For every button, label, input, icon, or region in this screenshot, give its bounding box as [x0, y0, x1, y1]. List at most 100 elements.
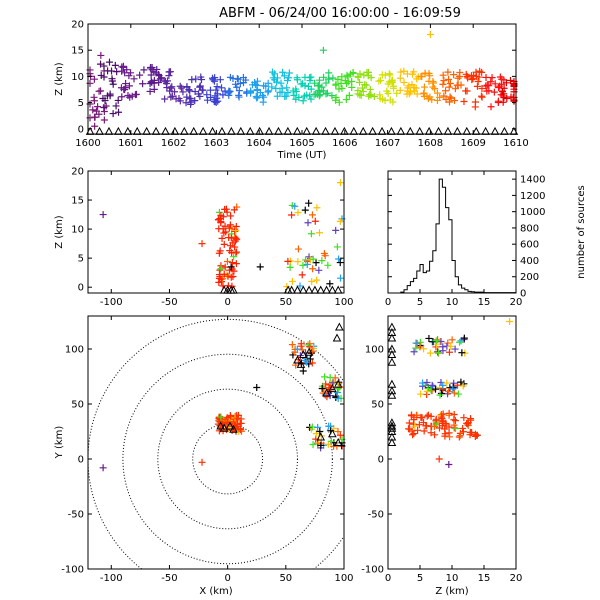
- source-point: [315, 266, 323, 274]
- source-point: [358, 84, 366, 92]
- source-point: [478, 93, 486, 101]
- station-marker: [179, 126, 189, 135]
- source-point: [247, 88, 255, 96]
- source-point: [123, 66, 131, 74]
- source-point: [307, 230, 315, 238]
- source-point: [342, 96, 350, 104]
- source-point: [452, 424, 460, 432]
- source-point: [417, 390, 425, 398]
- source-point: [469, 75, 477, 83]
- source-point: [433, 96, 441, 104]
- source-point: [463, 419, 471, 427]
- source-point: [396, 74, 404, 82]
- y-tick-label: 100: [365, 345, 384, 356]
- source-point: [299, 80, 307, 88]
- source-point: [420, 345, 428, 353]
- source-point: [397, 68, 405, 76]
- source-point: [439, 343, 447, 351]
- source-point: [348, 83, 356, 91]
- source-point: [332, 80, 340, 88]
- source-point: [217, 84, 225, 92]
- source-point: [280, 72, 288, 80]
- source-point: [140, 66, 148, 74]
- source-point: [125, 72, 133, 80]
- source-point: [456, 73, 464, 81]
- source-point: [319, 46, 327, 54]
- station-marker: [335, 322, 344, 331]
- y-tick-label: 20: [71, 20, 84, 31]
- source-point: [423, 412, 431, 420]
- source-point: [427, 429, 435, 437]
- source-point: [454, 74, 462, 82]
- source-point: [464, 419, 472, 427]
- source-point: [439, 381, 447, 389]
- x-tick-label: 0: [385, 573, 391, 584]
- source-point: [219, 91, 227, 99]
- panel-histogram-frame: [387, 170, 517, 294]
- source-point: [329, 74, 337, 82]
- source-point: [445, 83, 453, 91]
- source-point: [150, 85, 158, 93]
- source-point: [404, 425, 412, 433]
- station-marker: [349, 126, 359, 135]
- source-point: [356, 70, 364, 78]
- source-point: [433, 89, 441, 97]
- source-point: [451, 96, 459, 104]
- source-point: [410, 68, 418, 76]
- x-tick-label: 1608: [418, 138, 443, 149]
- source-point: [315, 92, 323, 100]
- source-point: [299, 261, 307, 269]
- station-marker: [387, 390, 397, 399]
- source-point: [93, 107, 101, 115]
- panel-z-y-ticks: 0 5 10 15 20 -100 -50 0 50 100: [361, 316, 522, 584]
- source-point: [450, 421, 458, 429]
- source-point: [167, 68, 175, 76]
- panel-plan-view-ylabel: Y (km): [54, 426, 65, 460]
- source-point: [240, 79, 248, 87]
- source-point: [386, 96, 394, 104]
- x-tick-label: 100: [334, 573, 353, 584]
- source-point: [445, 348, 453, 356]
- source-point: [168, 92, 176, 100]
- source-point: [477, 92, 485, 100]
- source-point: [415, 421, 423, 429]
- source-point: [254, 93, 262, 101]
- source-point: [393, 89, 401, 97]
- source-point: [313, 276, 321, 284]
- source-point: [259, 92, 267, 100]
- station-marker: [387, 386, 397, 395]
- source-point: [291, 348, 299, 356]
- y-tick-label: 20: [71, 167, 84, 178]
- station-marker: [293, 355, 302, 364]
- station-marker: [274, 126, 283, 135]
- station-marker: [296, 359, 306, 368]
- source-point: [458, 349, 466, 357]
- source-point: [460, 334, 468, 342]
- source-point: [423, 390, 431, 398]
- station-marker: [151, 126, 161, 135]
- source-point: [95, 87, 103, 95]
- source-point: [196, 83, 204, 91]
- source-point: [412, 339, 420, 347]
- source-point: [473, 82, 481, 90]
- source-point: [94, 103, 102, 111]
- source-point: [321, 373, 329, 381]
- source-point: [446, 93, 454, 101]
- station-marker: [387, 437, 397, 446]
- source-point: [487, 78, 495, 86]
- panel-x-height-ticks: -100 -50 0 50 100 0 5 10 15 20: [71, 167, 353, 309]
- station-marker: [490, 126, 500, 135]
- source-point: [139, 80, 147, 88]
- source-point: [305, 199, 313, 207]
- panel-z-y: 0 5 10 15 20 -100 -50 0 50 100 Z (km): [361, 315, 522, 597]
- source-point: [286, 263, 294, 271]
- source-point: [214, 97, 222, 105]
- panel-histogram-ylabel: number of sources: [576, 185, 587, 278]
- source-point: [466, 431, 474, 439]
- panel-time-height-xlabel: Time (UT): [277, 150, 327, 161]
- source-point: [309, 441, 317, 449]
- source-point: [432, 385, 440, 393]
- source-point: [252, 92, 260, 100]
- panel-plan-view-rings: [88, 318, 344, 569]
- source-point: [228, 259, 236, 267]
